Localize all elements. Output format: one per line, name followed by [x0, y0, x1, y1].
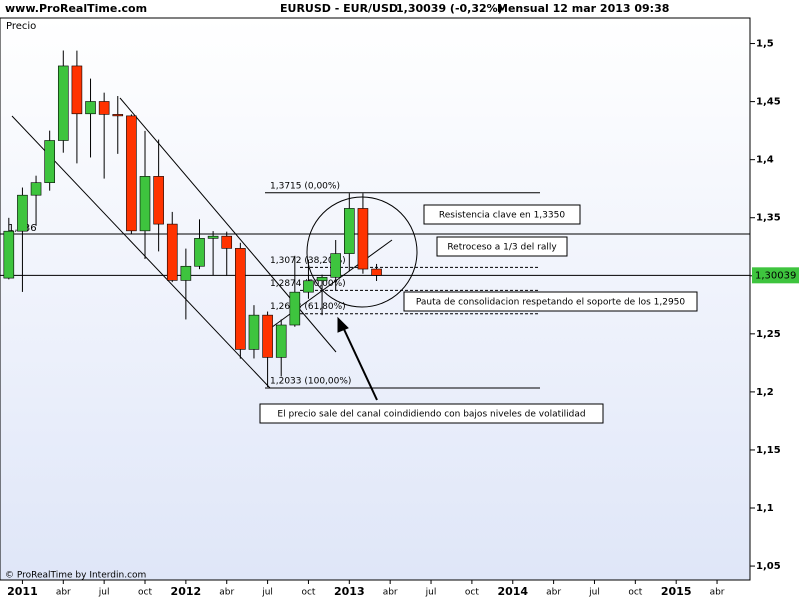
- x-tick-label: 2012: [171, 585, 202, 598]
- candle-body: [57, 65, 69, 141]
- candle-body: [289, 291, 301, 326]
- last-price-tag: [752, 267, 799, 284]
- x-tick-label: oct: [628, 588, 642, 598]
- candle-body: [221, 235, 233, 249]
- y-tick-label: 1,1: [756, 503, 774, 514]
- fib-label: 1,3715 (0,00%): [270, 181, 340, 191]
- x-tick-label: oct: [138, 588, 152, 598]
- x-tick-label: abr: [710, 588, 725, 598]
- annotation-box: [259, 403, 604, 424]
- y-tick-label: 1,4: [756, 155, 774, 166]
- y-tick-label: 1,25: [756, 329, 781, 340]
- candle-body: [44, 140, 55, 183]
- y-axis-title: Precio: [6, 21, 36, 32]
- y-tick-label: 1,05: [756, 561, 781, 572]
- annotation: Pauta de consolidacion respetando el sop…: [416, 298, 686, 308]
- candle-body: [316, 276, 328, 282]
- x-tick-label: 2014: [497, 585, 528, 598]
- annotation-box: [403, 291, 698, 312]
- candle-body: [153, 176, 164, 225]
- fib-label: 1,3072 (38,20%): [270, 256, 346, 266]
- candle-body: [71, 65, 83, 115]
- candle-body: [248, 314, 260, 350]
- x-tick-label: 2015: [661, 585, 692, 598]
- last-price-label: 1,30039: [755, 270, 796, 281]
- x-tick-label: abr: [383, 588, 398, 598]
- symbol: EURUSD - EUR/USD: [280, 2, 398, 15]
- y-tick-label: 1,2: [756, 387, 774, 398]
- candle-body: [330, 253, 341, 278]
- candle-body: [371, 268, 382, 276]
- site: www.ProRealTime.com: [5, 2, 147, 15]
- candle-body: [235, 248, 246, 350]
- candle-body: [344, 208, 355, 254]
- arrow: [341, 324, 378, 401]
- y-tick-label: 1,15: [756, 445, 781, 456]
- x-tick-label: jul: [425, 588, 437, 598]
- copyright: © ProRealTime by Interdin.com: [5, 571, 146, 581]
- x-tick-label: oct: [465, 588, 479, 598]
- candle-body: [85, 101, 96, 115]
- annotation-box: [436, 236, 568, 257]
- x-tick-label: abr: [219, 588, 234, 598]
- candle-body: [30, 182, 42, 196]
- x-tick-label: jul: [588, 588, 600, 598]
- annotation-box: [423, 204, 581, 225]
- annotation: Resistencia clave en 1,3350: [439, 211, 565, 221]
- candle-body: [98, 101, 110, 115]
- annotation: El precio sale del canal coindidiendo co…: [277, 410, 585, 420]
- fib-label: 1,2033 (100,00%): [270, 377, 351, 387]
- channel-line: [11, 115, 271, 389]
- fib-label: 1,2673 (61,80%): [270, 302, 346, 312]
- x-tick-label: abr: [56, 588, 71, 598]
- y-tick-label: 1,45: [756, 97, 781, 108]
- y-tick-label: 1,35: [756, 213, 781, 224]
- quote: 1,30039 (-0,32%): [396, 2, 503, 15]
- x-tick-label: jul: [98, 588, 110, 598]
- candle-body: [17, 194, 28, 232]
- candle-body: [275, 324, 287, 358]
- candle-body: [180, 265, 192, 281]
- candle-body: [112, 114, 124, 117]
- candle-body: [166, 223, 178, 281]
- arrow-head: [337, 316, 349, 333]
- candle-body: [139, 176, 151, 232]
- candle-body: [357, 208, 369, 270]
- candle-body: [207, 235, 219, 239]
- candle-body: [194, 238, 205, 267]
- candle-body: [126, 115, 137, 232]
- period: Mensual 12 mar 2013 09:38: [497, 2, 669, 15]
- x-tick-label: oct: [301, 588, 315, 598]
- candle-body: [3, 230, 15, 279]
- x-tick-label: abr: [546, 588, 561, 598]
- candle-body: [262, 314, 273, 358]
- x-tick-label: jul: [261, 588, 273, 598]
- candle-body: [303, 280, 314, 293]
- y-tick-label: 1,5: [756, 39, 774, 50]
- annotation: Retroceso a 1/3 del rally: [447, 243, 557, 253]
- circle: [306, 196, 418, 308]
- channel-line: [267, 239, 393, 331]
- x-tick-label: 2013: [334, 585, 365, 598]
- x-tick-label: 2011: [7, 585, 38, 598]
